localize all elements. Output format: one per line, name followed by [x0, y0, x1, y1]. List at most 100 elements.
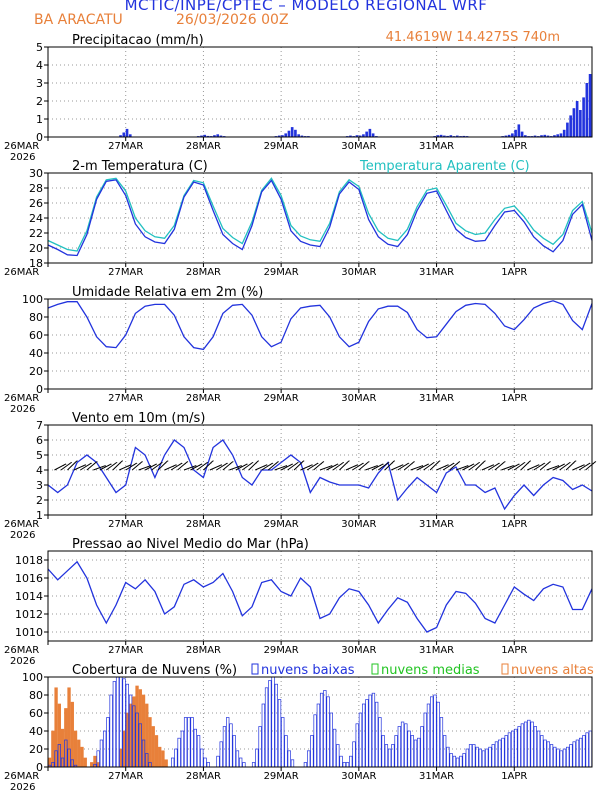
precip-bar: [294, 129, 297, 137]
cloud-bar-high: [67, 687, 71, 768]
x-tick-label: 28MAR: [186, 645, 221, 656]
y-tick-label: 28: [29, 182, 43, 195]
cloud-bar-low: [549, 744, 554, 768]
cloud-bar-low: [527, 719, 531, 768]
wind-barb-flag: [328, 466, 330, 468]
cloud-bar-high: [51, 730, 55, 768]
wind-barb-shaft: [326, 463, 339, 471]
wind-barb: [513, 461, 526, 471]
cloud-bar-low: [219, 741, 223, 768]
precip-bar: [504, 135, 508, 137]
cloud-bar-low: [442, 735, 447, 768]
cloud-bar-high: [132, 696, 136, 768]
cloud-bar-low: [277, 699, 282, 768]
wind-barb-shaft: [313, 461, 324, 471]
wind-barb-flag: [101, 466, 104, 468]
y-tick-label: 0: [36, 383, 43, 396]
cloud-bar-low: [468, 744, 473, 768]
x-tick-label: 26MAR: [4, 771, 39, 782]
wind-barb: [449, 461, 461, 471]
wind-barb: [255, 464, 268, 471]
cloud-bar-low: [329, 712, 334, 768]
cloud-bar-low: [485, 748, 489, 768]
wind-barb: [287, 461, 299, 471]
precip-bar: [507, 134, 511, 137]
cloud-bar-low: [290, 759, 295, 768]
cloud-bar-low: [501, 737, 505, 768]
precip-bar: [540, 135, 543, 137]
cloud-bar-low: [384, 744, 389, 768]
x-tick-label: 30MAR: [341, 645, 376, 656]
wind-barb: [377, 461, 390, 471]
precip-bar: [362, 134, 365, 137]
wind-barb: [326, 463, 339, 471]
wind-barb-shaft: [462, 463, 475, 471]
wind-barb-shaft: [585, 461, 596, 471]
x-tick-label: 30MAR: [341, 393, 376, 404]
cloud-bar-low: [255, 748, 259, 768]
precip-bar: [297, 134, 300, 137]
legend-label: nuvens medias: [381, 663, 480, 678]
y-tick-label: 40: [29, 347, 43, 360]
cloud-bar-low: [540, 735, 544, 768]
cloud-bar-low: [455, 757, 460, 768]
cloud-bar-low: [355, 723, 359, 768]
x-tick-label: 30MAR: [341, 519, 376, 530]
cloud-bar-high: [161, 750, 165, 768]
cloud-bar-low: [420, 726, 424, 768]
cloud-bar-low: [478, 748, 482, 768]
cloud-bar-high: [145, 703, 149, 768]
wind-barb-shaft: [513, 461, 526, 471]
x-tick-label: 1APR: [501, 267, 527, 278]
x-tick-label: 27MAR: [108, 141, 143, 152]
wind-barb-shaft: [391, 464, 404, 471]
wind-barb: [267, 461, 279, 471]
wind-barb-shaft: [241, 461, 254, 471]
wind-barb: [403, 461, 415, 471]
cloud-bar-low: [449, 753, 453, 768]
wind-barb-shaft: [494, 461, 506, 471]
wind-barb-shaft: [475, 460, 486, 471]
cloud-bar-low: [180, 730, 185, 768]
y-tick-label: 4: [36, 464, 43, 477]
cloud-bar-high: [154, 735, 159, 768]
wind-barb: [80, 462, 93, 471]
y-tick-label: 2: [36, 95, 43, 108]
wind-barb: [93, 465, 106, 471]
panel-title-rh: Umidade Relativa em 2m (%): [72, 285, 263, 300]
legend-label: nuvens baixas: [261, 663, 355, 678]
cloud-bar-high: [158, 746, 162, 768]
panel-wind: 1 2 3 4 5 6 7 26MAR 27MAR 28MAR 29MAR 30MAR 31MAR 1AP…: [4, 411, 597, 541]
wind-barb-flag: [104, 465, 106, 467]
wind-barb: [552, 463, 566, 471]
legend-swatch: [501, 663, 509, 675]
wind-barb-shaft: [86, 461, 98, 471]
wind-barb: [345, 464, 359, 471]
x-tick-label: 30MAR: [341, 771, 376, 782]
panel-title-temp: 2-m Temperatura (C): [72, 159, 208, 174]
cloud-bar-high: [77, 739, 81, 768]
cloud-bar-low: [394, 735, 398, 768]
wind-barb-shaft: [533, 462, 546, 471]
cloud-bar-low: [578, 737, 583, 768]
wind-barb-shaft: [410, 465, 424, 471]
x-tick-label: 28MAR: [186, 267, 221, 278]
x-tick-label: 31MAR: [419, 267, 454, 278]
x-year-label: 2026: [10, 530, 35, 541]
x-tick-label: 27MAR: [108, 771, 143, 782]
x-year-label: 2026: [10, 404, 35, 415]
panel-rh: 0 20 40 60 80 100 26MAR 27MAR 28MAR 29MAR 30MAR 31M…: [4, 285, 593, 415]
wind-barb: [462, 463, 475, 471]
y-tick-label: 1: [36, 509, 43, 522]
wind-barb-flag: [195, 465, 197, 467]
wind-barb: [280, 463, 294, 471]
precip-bar: [119, 135, 122, 137]
cloud-bar-low: [216, 755, 220, 768]
wind-barb: [203, 460, 214, 471]
x-tick-label: 27MAR: [108, 267, 143, 278]
precip-bar: [446, 135, 449, 137]
cloud-bar-low: [332, 728, 337, 768]
wind-barb: [339, 460, 350, 471]
precip-bar: [371, 133, 375, 137]
wind-barb-shaft: [235, 463, 248, 471]
